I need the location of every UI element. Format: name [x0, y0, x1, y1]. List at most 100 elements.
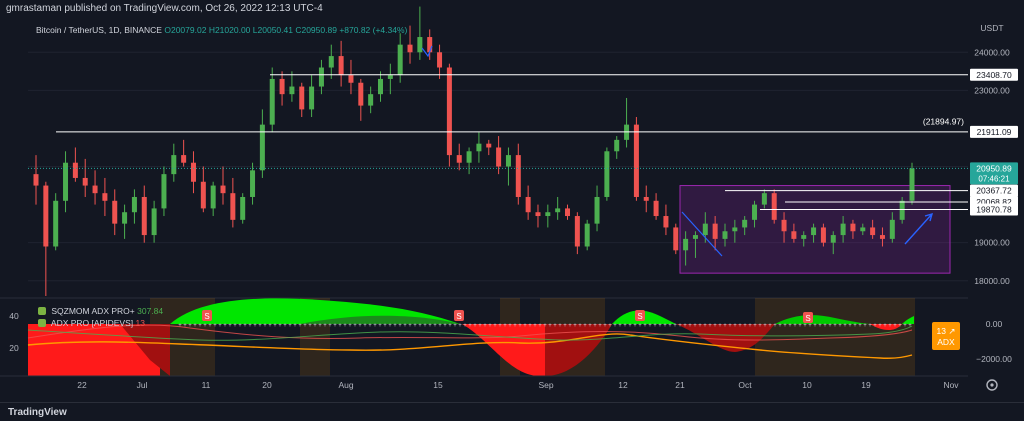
candle-body [220, 185, 226, 194]
candle-body [830, 235, 836, 243]
squeeze-dot: + [218, 323, 222, 329]
squeeze-dot: + [413, 323, 417, 329]
squeeze-dot: + [738, 323, 742, 329]
squeeze-dot: + [663, 323, 667, 329]
momentum-histogram [300, 315, 460, 324]
candle-body [791, 231, 797, 239]
candle-body [732, 227, 738, 232]
squeeze-dot: + [288, 323, 292, 329]
squeeze-dot: + [863, 323, 867, 329]
tradingview-logo: TradingView [8, 407, 67, 418]
squeeze-dot: + [313, 323, 317, 329]
sqz-indicator-legend[interactable]: SQZMOM ADX PRO+ 307.84 [38, 306, 163, 316]
candle-body [131, 196, 137, 213]
squeeze-dot: + [618, 323, 622, 329]
adx-indicator-name: ADX PRO [APIDEVS] [50, 318, 134, 328]
squeeze-dot: + [853, 323, 857, 329]
squeeze-dot: + [823, 323, 827, 329]
squeeze-dot: + [813, 323, 817, 329]
candle-body [712, 223, 718, 239]
candle-body [112, 200, 118, 224]
ind-scale-label: 40 [9, 311, 19, 321]
adx-indicator-legend[interactable]: ADX PRO [APIDEVS] 13 [38, 318, 145, 328]
squeeze-dot: + [293, 323, 297, 329]
squeeze-dot: + [443, 323, 447, 329]
squeeze-dot: + [523, 323, 527, 329]
squeeze-dot: + [688, 323, 692, 329]
candle-body [348, 75, 354, 83]
candle-body [338, 56, 344, 76]
sell-marker [454, 310, 464, 321]
candle-body [102, 193, 108, 201]
candle-body [692, 235, 698, 239]
candle-body [82, 177, 88, 186]
candle-body [899, 200, 905, 220]
trend-arrow [421, 45, 433, 58]
publish-info: gmrastaman published on TradingView.com,… [6, 3, 323, 14]
candle-body [860, 227, 866, 232]
candle-body [151, 208, 157, 236]
squeeze-dot: + [558, 323, 562, 329]
currency-label: USDT [980, 23, 1003, 33]
candle-body [190, 162, 196, 182]
level-annotation: (21894.97) [923, 116, 964, 126]
squeeze-dot: + [403, 323, 407, 329]
symbol-legend: Bitcoin / TetherUS, 1D, BINANCE O20079.0… [36, 25, 407, 35]
squeeze-dot: + [643, 323, 647, 329]
time-tick-label: Aug [338, 380, 353, 390]
sell-marker-label: S [805, 314, 810, 323]
squeeze-dot: + [198, 323, 202, 329]
squeeze-dot: + [758, 323, 762, 329]
squeeze-dot: + [613, 323, 617, 329]
candle-body [181, 155, 187, 163]
squeeze-dot: + [883, 323, 887, 329]
squeeze-dot: + [478, 323, 482, 329]
candle-body [604, 151, 610, 197]
candle-body [210, 185, 216, 209]
candle-body [850, 223, 856, 232]
candle-body [614, 139, 620, 152]
squeeze-dot: + [433, 323, 437, 329]
time-tick-label: Sep [538, 380, 553, 390]
squeeze-dot: + [683, 323, 687, 329]
sell-marker [202, 310, 212, 321]
ohlc-change: +870.82 (+4.34%) [339, 25, 408, 35]
squeeze-dot: + [638, 323, 642, 329]
squeeze-dot: + [343, 323, 347, 329]
candle-body [594, 196, 600, 224]
time-tick-label: Nov [943, 380, 959, 390]
squeeze-dot: + [528, 323, 532, 329]
level-price-text: 20068.82 [976, 197, 1012, 207]
momentum-histogram [775, 315, 870, 324]
squeeze-dot: + [533, 323, 537, 329]
squeeze-dot: + [553, 323, 557, 329]
price-tick-label: 24000.00 [974, 47, 1010, 57]
candle-body [387, 75, 393, 79]
di-minus-line [27, 324, 913, 341]
squeeze-dot: + [498, 323, 502, 329]
time-tick-label: 12 [618, 380, 628, 390]
squeeze-dot: + [178, 323, 182, 329]
squeeze-dot: + [493, 323, 497, 329]
level-price-text: 21911.09 [977, 127, 1012, 137]
settings-icon [986, 379, 998, 391]
level-price-text: 19870.78 [976, 205, 1012, 215]
sell-marker [803, 312, 813, 323]
squeeze-dot: + [383, 323, 387, 329]
ohlc-open: O20079.02 [164, 25, 207, 35]
squeeze-dot: + [228, 323, 232, 329]
candle-body [633, 124, 639, 197]
squeeze-dot: + [633, 323, 637, 329]
squeeze-dot: + [718, 323, 722, 329]
squeeze-dot: + [588, 323, 592, 329]
squeeze-dot: + [358, 323, 362, 329]
sell-marker [635, 310, 645, 321]
ind-scale-label: 20 [9, 343, 19, 353]
squeeze-dot: + [563, 323, 567, 329]
candle-body [92, 185, 98, 194]
squeeze-dot: + [668, 323, 672, 329]
squeeze-dot: + [898, 323, 902, 329]
squeeze-dot: + [893, 323, 897, 329]
adx-badge-label: ADX [937, 337, 955, 347]
